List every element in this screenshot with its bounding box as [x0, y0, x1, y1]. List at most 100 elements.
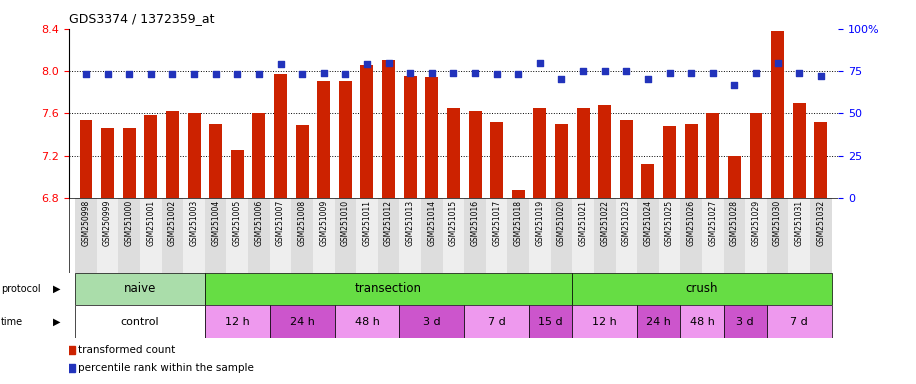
- Text: GSM251014: GSM251014: [427, 200, 436, 246]
- Point: [165, 71, 180, 78]
- Bar: [551, 198, 572, 273]
- Text: GSM251028: GSM251028: [730, 200, 739, 246]
- Bar: [724, 305, 767, 338]
- Point: [295, 71, 310, 78]
- Bar: [469, 111, 482, 198]
- Bar: [767, 305, 832, 338]
- Bar: [205, 305, 269, 338]
- Bar: [248, 198, 269, 273]
- Bar: [814, 122, 827, 198]
- Point: [446, 70, 461, 76]
- Point: [468, 70, 483, 76]
- Point: [360, 61, 375, 67]
- Text: GDS3374 / 1372359_at: GDS3374 / 1372359_at: [69, 12, 214, 25]
- Bar: [771, 31, 784, 198]
- Bar: [183, 198, 205, 273]
- Text: percentile rank within the sample: percentile rank within the sample: [78, 363, 254, 373]
- Bar: [576, 108, 590, 198]
- Bar: [140, 198, 161, 273]
- Bar: [205, 273, 572, 305]
- Bar: [572, 305, 638, 338]
- Text: GSM251026: GSM251026: [687, 200, 695, 246]
- Point: [252, 71, 267, 78]
- Point: [403, 70, 418, 76]
- Point: [79, 71, 93, 78]
- Text: 12 h: 12 h: [225, 316, 250, 327]
- Text: GSM251010: GSM251010: [341, 200, 350, 246]
- Bar: [684, 124, 698, 198]
- Bar: [572, 198, 594, 273]
- Text: protocol: protocol: [1, 284, 40, 294]
- Text: GSM251000: GSM251000: [125, 200, 134, 246]
- Bar: [442, 198, 464, 273]
- Bar: [75, 198, 97, 273]
- Bar: [529, 305, 572, 338]
- Text: GSM251031: GSM251031: [795, 200, 803, 246]
- Text: transformed count: transformed count: [78, 345, 175, 355]
- Text: GSM251027: GSM251027: [708, 200, 717, 246]
- Bar: [507, 198, 529, 273]
- Text: GSM251012: GSM251012: [384, 200, 393, 246]
- Text: GSM251020: GSM251020: [557, 200, 566, 246]
- Text: GSM251007: GSM251007: [276, 200, 285, 246]
- Text: 7 d: 7 d: [791, 316, 808, 327]
- Bar: [334, 198, 356, 273]
- Point: [554, 76, 569, 83]
- Point: [187, 71, 202, 78]
- Bar: [616, 198, 638, 273]
- Point: [770, 60, 785, 66]
- Bar: [166, 111, 179, 198]
- Point: [792, 70, 807, 76]
- Bar: [382, 61, 395, 198]
- Bar: [404, 76, 417, 198]
- Bar: [641, 164, 654, 198]
- Bar: [810, 198, 832, 273]
- Bar: [313, 198, 334, 273]
- Text: GSM251025: GSM251025: [665, 200, 674, 246]
- Text: time: time: [1, 316, 23, 327]
- Point: [532, 60, 547, 66]
- Text: GSM251023: GSM251023: [622, 200, 631, 246]
- Bar: [209, 124, 223, 198]
- Bar: [702, 198, 724, 273]
- Text: 24 h: 24 h: [289, 316, 314, 327]
- Point: [662, 70, 677, 76]
- Point: [576, 68, 591, 74]
- Text: 15 d: 15 d: [539, 316, 563, 327]
- Bar: [594, 198, 616, 273]
- Bar: [101, 128, 114, 198]
- Point: [727, 81, 742, 88]
- Bar: [425, 78, 438, 198]
- Point: [511, 71, 526, 78]
- Text: GSM251003: GSM251003: [190, 200, 199, 246]
- Text: 48 h: 48 h: [354, 316, 379, 327]
- Bar: [339, 81, 352, 198]
- Bar: [317, 81, 331, 198]
- Bar: [572, 273, 832, 305]
- Point: [100, 71, 114, 78]
- Bar: [681, 305, 724, 338]
- Text: GSM251008: GSM251008: [298, 200, 307, 246]
- Bar: [555, 124, 568, 198]
- Bar: [80, 120, 93, 198]
- Bar: [269, 198, 291, 273]
- Point: [748, 70, 763, 76]
- Point: [338, 71, 353, 78]
- Point: [122, 71, 136, 78]
- Bar: [145, 115, 158, 198]
- Bar: [746, 198, 767, 273]
- Text: GSM251018: GSM251018: [514, 200, 523, 246]
- Bar: [533, 108, 546, 198]
- Text: GSM251030: GSM251030: [773, 200, 782, 246]
- Bar: [399, 198, 421, 273]
- Point: [597, 68, 612, 74]
- Bar: [789, 198, 810, 273]
- Text: 24 h: 24 h: [647, 316, 671, 327]
- Bar: [681, 198, 702, 273]
- Bar: [123, 128, 136, 198]
- Bar: [598, 105, 611, 198]
- Point: [230, 71, 245, 78]
- Text: GSM251001: GSM251001: [147, 200, 156, 246]
- Bar: [706, 113, 719, 198]
- Bar: [659, 198, 681, 273]
